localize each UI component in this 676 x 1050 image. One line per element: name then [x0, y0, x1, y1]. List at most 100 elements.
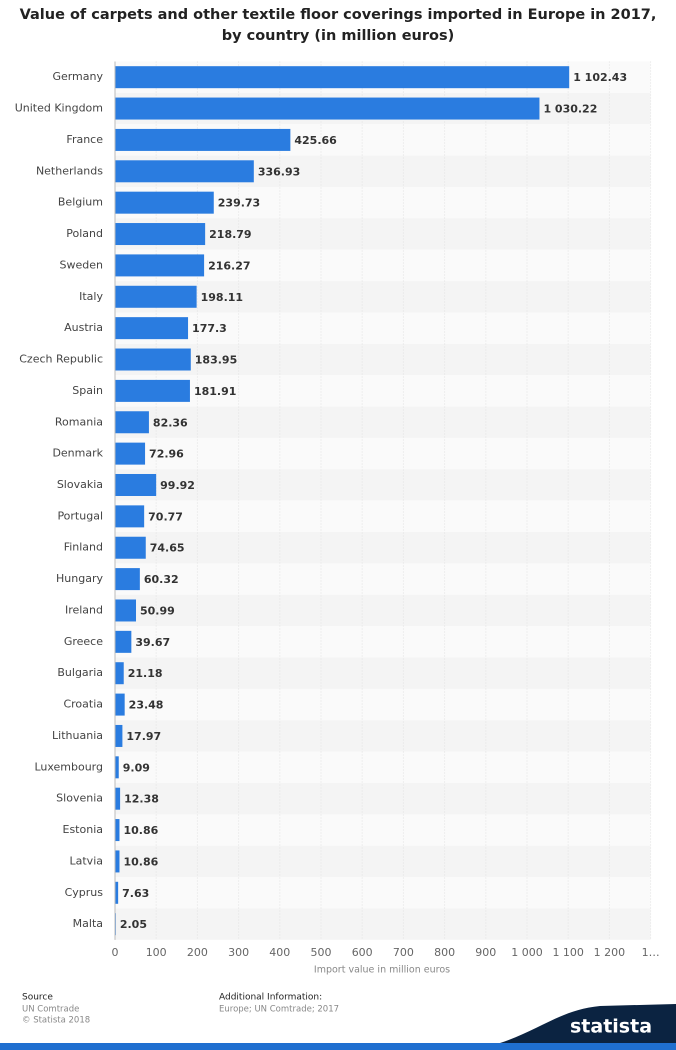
y-tick-label: United Kingdom: [15, 102, 103, 115]
value-label: 181.91: [194, 385, 236, 398]
row-stripe: [115, 908, 651, 940]
x-tick-label: 0: [112, 946, 119, 959]
x-tick-label: 1…: [642, 946, 660, 959]
y-tick-label: Lithuania: [52, 729, 103, 742]
row-stripe: [115, 720, 651, 752]
value-label: 198.11: [201, 291, 243, 304]
row-stripe: [115, 343, 651, 376]
bar: [115, 881, 119, 904]
value-label: 7.63: [122, 887, 149, 900]
bar: [115, 724, 123, 747]
y-tick-label: Hungary: [56, 572, 103, 585]
bar: [115, 693, 125, 716]
additional-info-label: Additional Information:: [219, 993, 322, 1003]
copyright: © Statista 2018: [22, 1016, 90, 1026]
bar: [115, 223, 206, 246]
plot-area: 0 100 200 300 400 500 600 700 800 900 1 000 1 100 1 …: [15, 61, 660, 959]
bar: [115, 411, 149, 434]
y-tick-label: Denmark: [52, 447, 103, 460]
bar: [115, 787, 121, 810]
row-stripe: [115, 814, 651, 846]
row-stripe: [115, 469, 651, 501]
x-tick-label: 700: [393, 946, 414, 959]
x-tick-label: 600: [352, 946, 373, 959]
bar: [115, 756, 119, 779]
value-label: 183.95: [195, 354, 237, 367]
x-tick-label: 1 100: [552, 946, 584, 959]
value-label: 425.66: [294, 134, 337, 147]
y-tick-label: Germany: [52, 70, 103, 83]
bar: [115, 128, 291, 151]
y-tick-label: Ireland: [65, 603, 103, 616]
x-tick-label: 1 000: [511, 946, 543, 959]
row-stripe: [115, 877, 651, 909]
row-stripe: [115, 657, 651, 689]
row-stripe: [115, 312, 651, 344]
bar: [115, 379, 190, 402]
row-stripe: [115, 594, 651, 627]
y-tick-label: Italy: [79, 290, 103, 303]
y-tick-label: Greece: [64, 635, 103, 648]
row-stripe: [115, 500, 651, 533]
y-tick-label: Netherlands: [36, 164, 103, 177]
bar: [115, 160, 254, 183]
row-stripe: [115, 375, 651, 407]
value-label: 23.48: [129, 699, 164, 712]
value-label: 10.86: [123, 855, 158, 868]
bar: [115, 66, 570, 89]
y-tick-label: Malta: [73, 917, 103, 930]
x-tick-label: 200: [187, 946, 208, 959]
bar: [115, 317, 189, 340]
value-label: 50.99: [140, 604, 175, 617]
bar: [115, 285, 197, 308]
value-label: 72.96: [149, 448, 184, 461]
y-tick-label: Latvia: [70, 854, 104, 867]
bar: [115, 630, 132, 653]
brand-logo: statista: [570, 1016, 652, 1038]
y-tick-label: Croatia: [63, 698, 103, 711]
y-tick-label: France: [66, 133, 103, 146]
row-stripe: [115, 563, 651, 595]
y-tick-label: Bulgaria: [57, 666, 103, 679]
bar: [115, 254, 205, 277]
x-tick-label: 300: [228, 946, 249, 959]
bar: [115, 536, 146, 559]
row-stripe: [115, 437, 651, 470]
value-label: 218.79: [209, 228, 251, 241]
value-label: 177.3: [192, 322, 227, 335]
y-tick-label: Sweden: [60, 258, 103, 271]
x-axis-title: Import value in million euros: [314, 965, 450, 976]
value-label: 60.32: [144, 573, 179, 586]
value-label: 17.97: [126, 730, 161, 743]
bar: [115, 442, 146, 465]
row-stripe: [115, 249, 651, 282]
x-tick-label: 800: [434, 946, 455, 959]
bar: [115, 819, 120, 842]
x-tick-label: 1 200: [594, 946, 626, 959]
value-label: 82.36: [153, 416, 188, 429]
row-stripe: [115, 688, 651, 721]
y-tick-label: Luxembourg: [34, 760, 103, 773]
value-label: 12.38: [124, 793, 159, 806]
footer-strip: [0, 1043, 676, 1050]
y-tick-label: Portugal: [57, 509, 103, 522]
y-tick-label: Austria: [64, 321, 103, 334]
row-stripe: [115, 406, 651, 438]
bar: [115, 97, 540, 120]
x-tick-label: 500: [311, 946, 332, 959]
value-label: 39.67: [135, 636, 170, 649]
value-label: 99.92: [160, 479, 195, 492]
y-tick-label: Belgium: [58, 196, 103, 209]
x-tick-label: 900: [475, 946, 496, 959]
chart-title: Value of carpets and other textile floor…: [20, 7, 657, 23]
value-label: 2.05: [120, 918, 147, 931]
value-label: 10.86: [123, 824, 158, 837]
y-tick-label: Slovakia: [57, 478, 103, 491]
y-tick-label: Spain: [72, 384, 103, 397]
row-stripe: [115, 751, 651, 784]
y-tick-label: Estonia: [63, 823, 104, 836]
row-stripe: [115, 783, 651, 815]
x-tick-label: 400: [269, 946, 290, 959]
bar: [115, 850, 120, 873]
